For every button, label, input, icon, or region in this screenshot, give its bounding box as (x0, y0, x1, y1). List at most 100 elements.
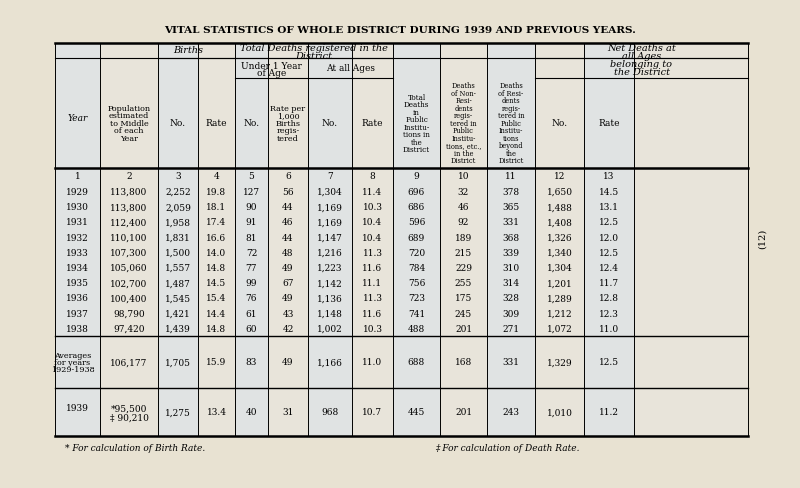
Bar (393, 44, 440, 436)
Text: 331: 331 (502, 358, 519, 367)
Text: in: in (413, 108, 420, 117)
Text: Deaths: Deaths (404, 101, 429, 109)
Text: 44: 44 (282, 203, 294, 212)
Text: estimated: estimated (109, 112, 149, 120)
Text: 1,010: 1,010 (546, 407, 573, 417)
Text: 1,329: 1,329 (546, 358, 572, 367)
Text: * For calculation of Birth Rate.: * For calculation of Birth Rate. (65, 444, 206, 452)
Text: 215: 215 (455, 248, 472, 257)
Text: 11.0: 11.0 (599, 324, 619, 333)
Text: 1,408: 1,408 (546, 218, 573, 227)
Text: 1,289: 1,289 (546, 294, 572, 303)
Text: ‡ 90,210: ‡ 90,210 (110, 413, 149, 422)
Text: 56: 56 (282, 188, 294, 197)
Text: 1935: 1935 (66, 279, 89, 288)
Text: 32: 32 (458, 188, 469, 197)
Text: 13.4: 13.4 (206, 407, 226, 417)
Bar (268, 44, 308, 436)
Text: 189: 189 (455, 233, 472, 242)
Text: 1,212: 1,212 (546, 309, 572, 318)
Text: District: District (498, 157, 524, 165)
Text: all Ages: all Ages (622, 52, 661, 61)
Text: 40: 40 (246, 407, 258, 417)
Text: Public: Public (501, 120, 522, 128)
Text: 113,800: 113,800 (110, 203, 148, 212)
Text: tered in: tered in (450, 120, 477, 128)
Text: 5: 5 (249, 172, 254, 181)
Text: 1,421: 1,421 (165, 309, 191, 318)
Text: 60: 60 (246, 324, 258, 333)
Text: 339: 339 (502, 248, 519, 257)
Text: 201: 201 (455, 407, 472, 417)
Text: Year: Year (120, 135, 138, 142)
Bar (100, 44, 158, 436)
Text: 1,169: 1,169 (317, 203, 343, 212)
Text: 10.3: 10.3 (362, 324, 382, 333)
Text: 98,790: 98,790 (113, 309, 145, 318)
Text: ‡ For calculation of Death Rate.: ‡ For calculation of Death Rate. (435, 444, 579, 452)
Text: 8: 8 (370, 172, 375, 181)
Text: 1,201: 1,201 (546, 279, 572, 288)
Text: 19.8: 19.8 (206, 188, 226, 197)
Text: 1938: 1938 (66, 324, 89, 333)
Text: 1,275: 1,275 (165, 407, 191, 417)
Text: 11.7: 11.7 (599, 279, 619, 288)
Text: 77: 77 (246, 264, 258, 272)
Text: 1,500: 1,500 (165, 248, 191, 257)
Bar (440, 44, 487, 436)
Text: 1,488: 1,488 (546, 203, 573, 212)
Text: 309: 309 (502, 309, 519, 318)
Text: Total Deaths registered in the: Total Deaths registered in the (240, 44, 388, 53)
Text: in the: in the (454, 150, 474, 158)
Text: 365: 365 (502, 203, 520, 212)
Text: 1,002: 1,002 (317, 324, 343, 333)
Text: 1,650: 1,650 (546, 188, 573, 197)
Text: 14.8: 14.8 (206, 324, 226, 333)
Text: At all Ages: At all Ages (326, 64, 375, 73)
Text: 1,223: 1,223 (318, 264, 342, 272)
Text: 49: 49 (282, 358, 294, 367)
Bar (634, 44, 748, 436)
Text: 723: 723 (408, 294, 425, 303)
Text: 72: 72 (246, 248, 257, 257)
Text: 9: 9 (414, 172, 419, 181)
Text: Deaths: Deaths (452, 82, 475, 90)
Text: 46: 46 (458, 203, 470, 212)
Text: 686: 686 (408, 203, 425, 212)
Text: 1,487: 1,487 (165, 279, 191, 288)
Text: 14.4: 14.4 (206, 309, 226, 318)
Text: District: District (403, 146, 430, 154)
Text: 11.6: 11.6 (362, 264, 382, 272)
Text: 1931: 1931 (66, 218, 89, 227)
Text: 1933: 1933 (66, 248, 89, 257)
Text: 100,400: 100,400 (110, 294, 148, 303)
Text: 1,545: 1,545 (165, 294, 191, 303)
Text: 1,136: 1,136 (317, 294, 343, 303)
Text: the: the (506, 150, 517, 158)
Text: 1,216: 1,216 (317, 248, 343, 257)
Text: 445: 445 (408, 407, 425, 417)
Text: 3: 3 (175, 172, 181, 181)
Text: 378: 378 (502, 188, 519, 197)
Bar (55, 44, 748, 436)
Text: 1937: 1937 (66, 309, 89, 318)
Text: 201: 201 (455, 324, 472, 333)
Text: 15.4: 15.4 (206, 294, 226, 303)
Text: Year: Year (67, 114, 88, 123)
Text: 689: 689 (408, 233, 425, 242)
Text: the District: the District (614, 68, 670, 77)
Text: Rate: Rate (206, 119, 227, 128)
Text: 12.5: 12.5 (599, 218, 619, 227)
Bar (584, 44, 634, 436)
Text: 12.5: 12.5 (599, 248, 619, 257)
Text: District: District (451, 157, 476, 165)
Text: 243: 243 (502, 407, 519, 417)
Text: 11.4: 11.4 (362, 188, 382, 197)
Text: Population: Population (107, 105, 150, 113)
Text: 67: 67 (282, 279, 294, 288)
Text: 741: 741 (408, 309, 425, 318)
Text: 10.3: 10.3 (362, 203, 382, 212)
Text: 18.1: 18.1 (206, 203, 226, 212)
Text: 11.2: 11.2 (599, 407, 619, 417)
Text: 81: 81 (246, 233, 258, 242)
